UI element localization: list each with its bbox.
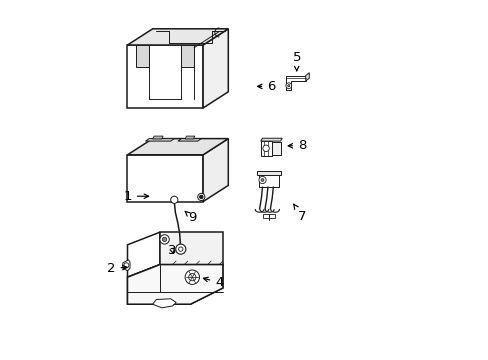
Circle shape — [162, 237, 166, 242]
Circle shape — [197, 193, 204, 201]
Circle shape — [160, 235, 169, 244]
Circle shape — [287, 85, 289, 87]
Polygon shape — [285, 76, 305, 90]
Polygon shape — [127, 139, 228, 155]
Circle shape — [185, 270, 199, 284]
Circle shape — [175, 244, 185, 254]
Polygon shape — [203, 139, 228, 202]
Polygon shape — [127, 265, 223, 304]
Circle shape — [261, 179, 264, 181]
Polygon shape — [127, 232, 160, 277]
Circle shape — [123, 263, 129, 268]
Polygon shape — [160, 232, 223, 265]
Circle shape — [170, 196, 178, 203]
Text: 2: 2 — [107, 262, 127, 275]
Circle shape — [258, 176, 265, 184]
Polygon shape — [122, 260, 130, 271]
Text: 7: 7 — [293, 204, 305, 222]
Polygon shape — [257, 171, 280, 175]
Polygon shape — [152, 136, 163, 139]
Circle shape — [199, 195, 203, 199]
Polygon shape — [258, 175, 278, 187]
Polygon shape — [127, 155, 203, 202]
Text: 3: 3 — [168, 244, 176, 257]
Polygon shape — [127, 265, 223, 304]
Polygon shape — [145, 139, 174, 141]
Polygon shape — [262, 214, 275, 218]
Circle shape — [178, 247, 183, 251]
Text: 6: 6 — [257, 80, 275, 93]
Text: 8: 8 — [287, 139, 305, 152]
Circle shape — [263, 145, 269, 152]
Text: 1: 1 — [123, 190, 148, 203]
Polygon shape — [305, 73, 309, 81]
Text: 4: 4 — [203, 276, 223, 289]
Text: 5: 5 — [292, 51, 300, 71]
Text: 9: 9 — [185, 211, 196, 224]
Polygon shape — [178, 139, 201, 141]
Polygon shape — [127, 29, 228, 45]
Circle shape — [285, 83, 291, 89]
Polygon shape — [127, 45, 203, 108]
Polygon shape — [260, 138, 282, 141]
Polygon shape — [260, 141, 271, 156]
Polygon shape — [152, 299, 176, 308]
Polygon shape — [181, 45, 194, 67]
Circle shape — [188, 274, 196, 281]
Polygon shape — [271, 142, 280, 155]
Polygon shape — [136, 45, 149, 67]
Polygon shape — [185, 136, 194, 139]
Polygon shape — [203, 29, 228, 108]
